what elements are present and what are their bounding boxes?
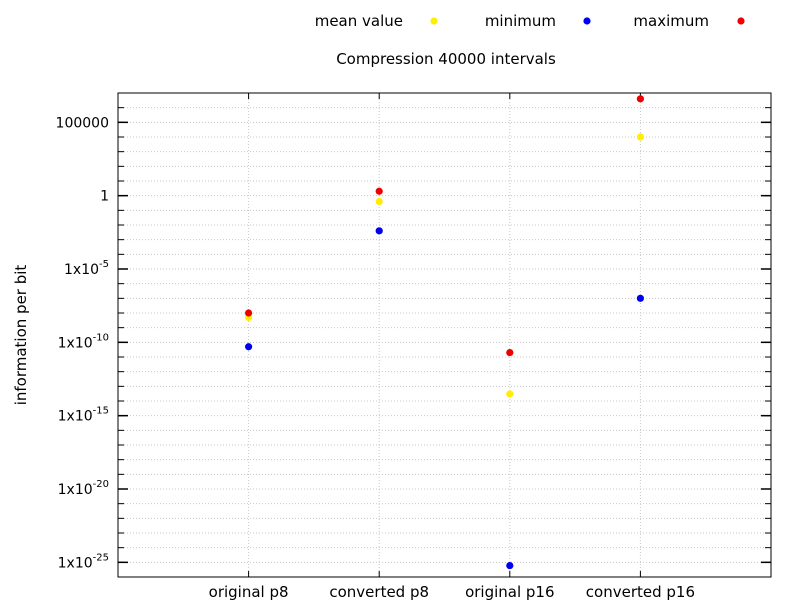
plot-frame: [117, 92, 772, 578]
legend-label: minimum: [485, 12, 556, 30]
data-point: [375, 187, 383, 195]
y-axis-label: information per bit: [12, 265, 30, 406]
legend-marker: [737, 17, 745, 25]
data-point: [506, 348, 514, 357]
data-point: [245, 343, 253, 351]
y-tick-label: 1x10-5: [64, 259, 109, 278]
x-tick-label: original p8: [209, 583, 289, 600]
legend-marker: [430, 17, 438, 25]
data-point: [506, 390, 514, 398]
y-tick-labels: 100000 1 1x10-5 1x10-10 1x10-15 1x10-20 1x10-2…: [56, 115, 109, 571]
data-point: [245, 309, 253, 317]
y-tick-label: 100000: [56, 115, 109, 131]
y-tick-label: 1x10-25: [58, 552, 109, 571]
data-points: [245, 95, 645, 570]
x-tick-label: converted p16: [586, 583, 695, 600]
x-tick-label: original p16: [465, 583, 554, 600]
y-tick-label: 1x10-20: [58, 479, 109, 498]
y-tick-label: 1: [100, 189, 109, 205]
data-point: [375, 197, 383, 206]
legend-label: mean value: [315, 12, 403, 30]
chart-title: Compression 40000 intervals: [336, 50, 556, 68]
legend-marker: [583, 17, 591, 25]
y-tick-label: 1x10-15: [58, 406, 109, 425]
data-point: [636, 294, 645, 302]
x-tick-labels: original p8 converted p8 original p16 conve…: [209, 583, 695, 601]
x-tick-label: converted p8: [329, 583, 429, 600]
legend-label: maximum: [633, 12, 709, 30]
data-point: [375, 227, 383, 235]
legend: mean value minimum maximum: [315, 12, 745, 30]
data-point: [636, 95, 645, 103]
data-point: [636, 133, 645, 141]
grid: [118, 92, 771, 578]
data-point: [506, 561, 514, 570]
axis-ticks: [118, 92, 771, 578]
y-tick-label: 1x10-10: [58, 332, 109, 351]
